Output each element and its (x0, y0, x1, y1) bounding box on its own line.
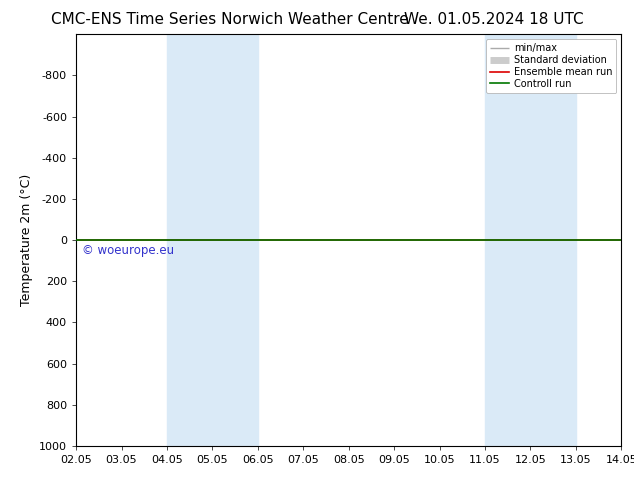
Text: We. 01.05.2024 18 UTC: We. 01.05.2024 18 UTC (404, 12, 583, 27)
Text: CMC-ENS Time Series Norwich Weather Centre: CMC-ENS Time Series Norwich Weather Cent… (51, 12, 408, 27)
Bar (485, 34, 576, 446)
Legend: min/max, Standard deviation, Ensemble mean run, Controll run: min/max, Standard deviation, Ensemble me… (486, 39, 616, 93)
Text: © woeurope.eu: © woeurope.eu (82, 244, 174, 257)
Y-axis label: Temperature 2m (°C): Temperature 2m (°C) (20, 174, 34, 306)
Bar (167, 34, 258, 446)
